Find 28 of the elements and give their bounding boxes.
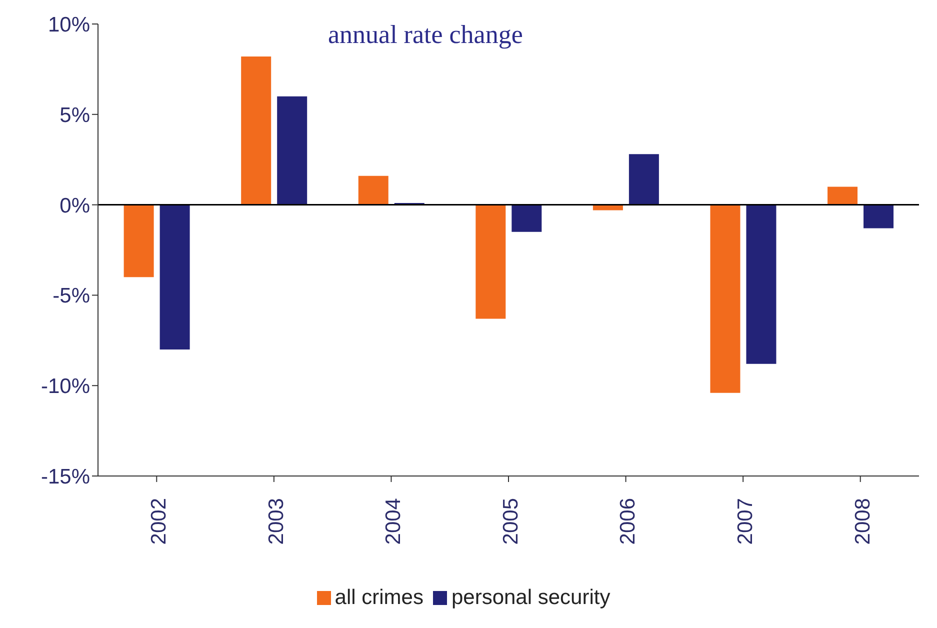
x-tick-label: 2006	[616, 498, 640, 545]
y-tick-label: -5%	[52, 284, 90, 308]
y-tick-label: -15%	[40, 465, 90, 488]
bar	[160, 204, 190, 350]
bar	[828, 186, 858, 205]
bar	[124, 204, 154, 278]
bar	[358, 176, 388, 205]
bar	[710, 204, 740, 393]
x-tick-label: 2005	[499, 498, 522, 545]
legend-label: all crimes	[334, 586, 424, 609]
bar	[512, 204, 542, 232]
bar	[476, 204, 506, 319]
x-tick-label: 2003	[264, 498, 288, 545]
y-tick-label: 5%	[60, 104, 90, 127]
legend-label: personal security	[451, 586, 610, 609]
y-tick-label: 10%	[48, 13, 90, 36]
chart-subtitle: annual rate change	[328, 20, 523, 50]
bar	[628, 154, 659, 205]
bar	[241, 56, 272, 205]
x-tick-label: 2004	[382, 498, 406, 545]
y-tick-label: 0%	[60, 194, 90, 218]
x-tick-label: 2007	[734, 498, 757, 545]
bar	[864, 204, 894, 228]
x-tick-label: 2008	[851, 498, 874, 545]
y-tick-label: -10%	[40, 375, 90, 398]
bar	[277, 96, 308, 205]
bar	[746, 204, 776, 364]
x-tick-label: 2002	[148, 498, 171, 545]
